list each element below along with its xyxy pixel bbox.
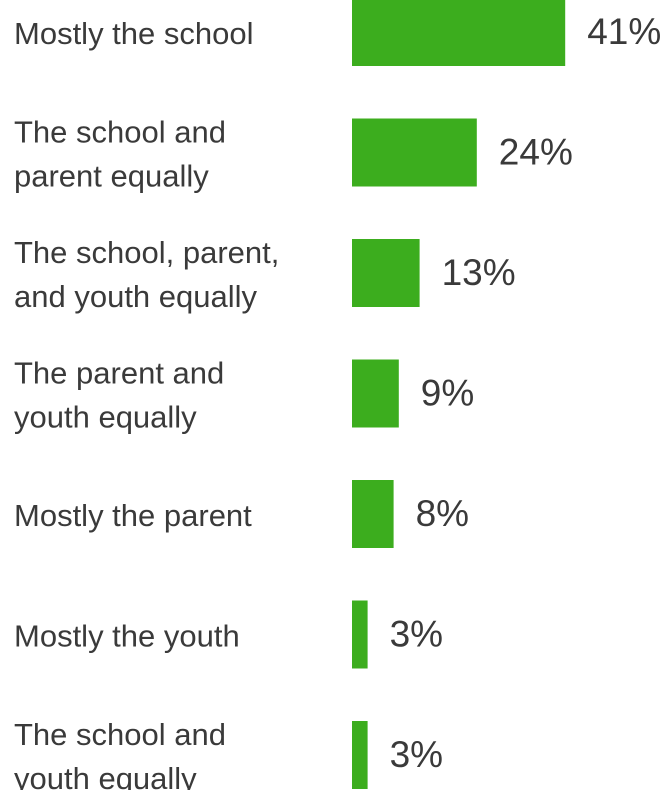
value-labels-group: 41% 24% 13% 9% 8% 3% 3% [390,11,662,775]
bar-the-school-parent-and-youth-equally [352,239,420,307]
category-label-mostly-the-youth: Mostly the youth [14,619,240,654]
category-label-line: Mostly the school [14,16,254,51]
category-label-mostly-the-parent: Mostly the parent [14,498,252,533]
value-label-mostly-the-parent: 8% [416,493,469,534]
category-label-line: parent equally [14,159,209,194]
category-label-line: youth equally [14,400,197,435]
category-label-mostly-the-school: Mostly the school [14,16,254,51]
bar-the-school-and-parent-equally [352,118,477,187]
category-labels-group: Mostly the school The school and parent eq… [14,16,279,790]
bar-the-school-and-youth-equally [352,721,368,789]
category-label-line: Mostly the parent [14,498,252,533]
category-label-line: Mostly the youth [14,619,240,654]
bar-mostly-the-parent [352,480,394,548]
bars-group [352,0,566,789]
category-label-the-school-parent-and-youth-equally: The school, parent, and youth equally [14,235,279,314]
value-label-mostly-the-youth: 3% [390,613,443,654]
bar-mostly-the-youth [352,600,368,669]
category-label-line: and youth equally [14,279,258,314]
bar-the-parent-and-youth-equally [352,359,399,428]
category-label-line: The school and [14,717,226,752]
bar-mostly-the-school [352,0,566,66]
value-label-the-parent-and-youth-equally: 9% [421,372,474,413]
category-label-line: The school, parent, [14,235,279,270]
value-label-the-school-and-parent-equally: 24% [499,131,573,172]
value-label-the-school-and-youth-equally: 3% [390,734,443,775]
category-label-line: The school and [14,115,226,150]
category-label-the-school-and-parent-equally: The school and parent equally [14,115,226,194]
category-label-the-school-and-youth-equally: The school and youth equally [14,717,226,790]
category-label-the-parent-and-youth-equally: The parent and youth equally [14,356,224,435]
category-label-line: youth equally [14,761,197,790]
value-label-the-school-parent-and-youth-equally: 13% [442,252,516,293]
category-label-line: The parent and [14,356,224,391]
value-label-mostly-the-school: 41% [587,11,661,52]
